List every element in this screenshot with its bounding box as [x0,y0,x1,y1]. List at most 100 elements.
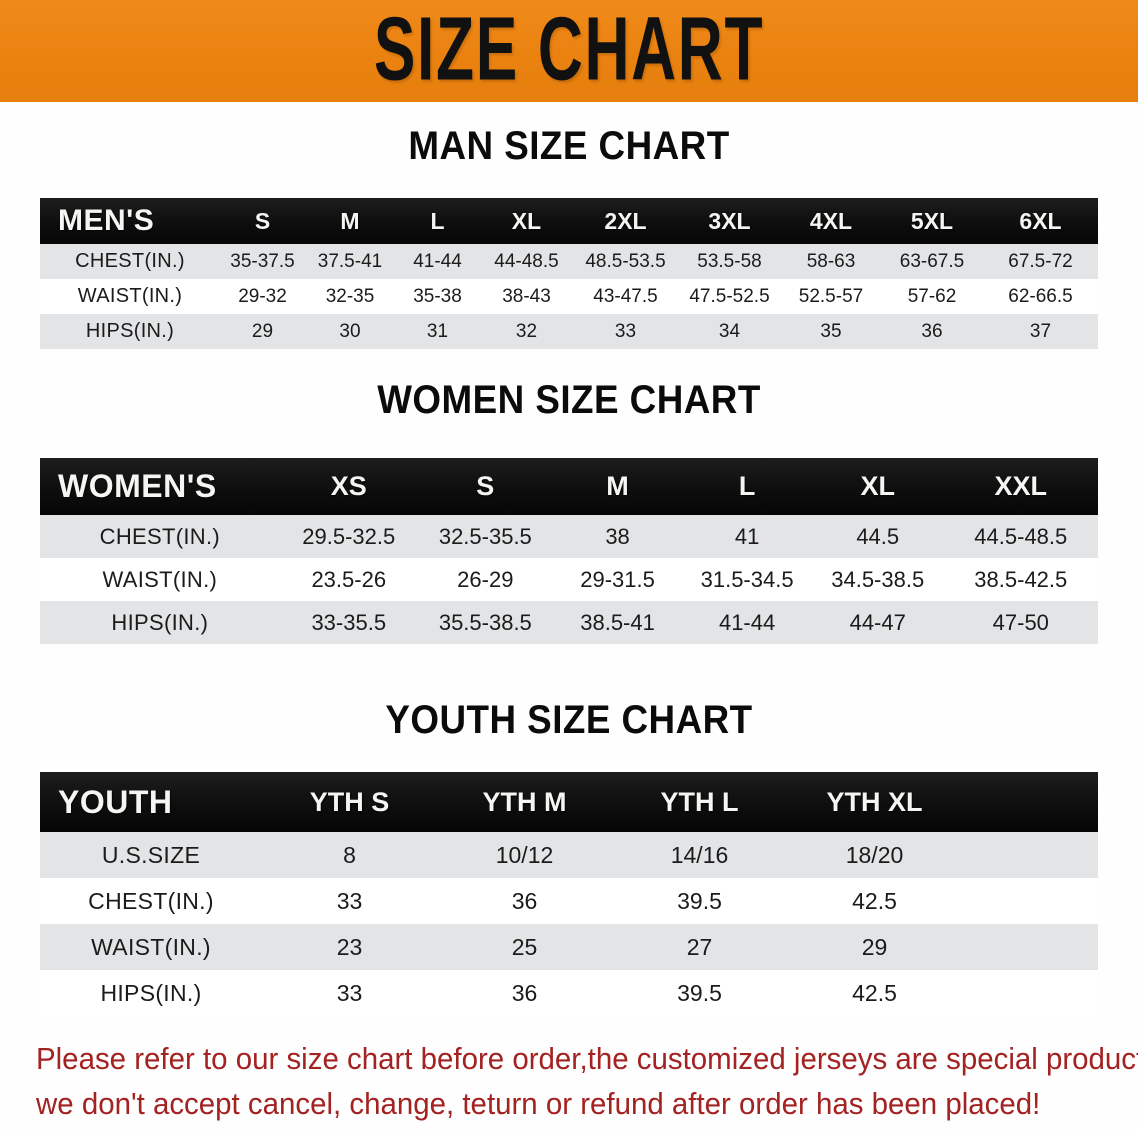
youth-row-label-4: HIPS(IN.) [100,979,202,1006]
table-row: WAIST(IN.) 29-32 32-35 35-38 38-43 43-47.5 47.… [40,279,1098,314]
man-cell-r2-c6: 47.5-52.5 [689,285,770,307]
table-row: HIPS(IN.) 29 30 31 32 33 34 35 36 37 [40,314,1098,349]
man-cell-r3-c2: 30 [339,320,361,342]
man-cell-r1-c3: 41-44 [413,250,462,272]
youth-cell-r4-c1: 33 [336,979,363,1006]
youth-cell-filler [962,924,1098,970]
man-cell-r1-c9: 67.5-72 [1008,250,1073,272]
youth-cell-r2-c2: 36 [511,887,538,914]
women-cell-r3-c3: 38.5-41 [580,609,655,635]
youth-cell-r1-c3: 14/16 [670,841,729,868]
women-column-header-5: XL [860,471,895,501]
youth-row-label-1: U.S.SIZE [101,841,201,868]
man-column-header-2: M [340,207,360,234]
man-table-head: MEN'S S M L XL 2XL 3XL 4XL 5XL 6XL [40,198,1098,244]
man-cell-r3-c7: 35 [820,320,842,342]
youth-row-label-2: CHEST(IN.) [88,887,214,914]
youth-cell-filler [962,878,1098,924]
women-column-header-2: S [476,471,495,501]
page-banner: SIZE CHART [0,0,1138,102]
women-cell-r1-c6: 44.5-48.5 [974,523,1068,549]
youth-header-filler [962,772,1098,832]
man-row-label-2: WAIST(IN.) [77,285,183,307]
youth-column-header-4: YTH XL [826,786,923,817]
man-cell-r3-c6: 34 [718,320,741,342]
man-column-header-5: 2XL [604,207,647,234]
women-corner-label: WOMEN'S [58,468,217,504]
youth-cell-r3-c2: 25 [511,933,538,960]
women-cell-r1-c4: 41 [734,523,760,549]
youth-corner-label: YOUTH [58,783,173,820]
youth-column-header-2: YTH M [482,786,567,817]
table-row: U.S.SIZE 8 10/12 14/16 18/20 [40,832,1098,878]
youth-cell-r1-c2: 10/12 [495,841,554,868]
women-cell-r1-c5: 44.5 [856,523,900,549]
man-cell-r1-c8: 63-67.5 [899,250,965,272]
man-cell-r1-c6: 53.5-58 [697,250,762,272]
table-row: WAIST(IN.) 23.5-26 26-29 29-31.5 31.5-34.5 34… [40,558,1098,601]
man-row-label-1: CHEST(IN.) [75,250,185,272]
youth-row-label-3: WAIST(IN.) [91,933,211,960]
man-table-body: CHEST(IN.) 35-37.5 37.5-41 41-44 44-48.5 48.5… [40,244,1098,349]
man-cell-r2-c8: 57-62 [907,285,957,307]
table-row: CHEST(IN.) 33 36 39.5 42.5 [40,878,1098,924]
youth-cell-r2-c1: 33 [336,887,363,914]
table-row: CHEST(IN.) 29.5-32.5 32.5-35.5 38 41 44.5 44.5… [40,515,1098,558]
man-column-header-3: L [430,207,445,234]
youth-table-head: YOUTH YTH S YTH M YTH L YTH XL [40,772,1098,832]
women-cell-r3-c5: 44-47 [849,609,906,635]
youth-table-body: U.S.SIZE 8 10/12 14/16 18/20 CHEST(IN.) 33 36 3… [40,832,1098,1016]
man-cell-r3-c3: 31 [426,320,449,342]
man-corner-label: MEN'S [58,204,155,237]
youth-section-title: YOUTH SIZE CHART [385,698,753,742]
footer-line-1: Please refer to our size chart before or… [36,1041,1138,1076]
footer-line-2: we don't accept cancel, change, teturn o… [36,1086,1041,1121]
man-cell-r3-c4: 32 [515,320,538,342]
man-cell-r2-c1: 29-32 [238,285,287,307]
man-column-header-6: 3XL [708,207,751,234]
women-column-header-3: M [606,471,629,501]
women-section-title: WOMEN SIZE CHART [377,378,761,422]
man-cell-r3-c9: 37 [1029,320,1052,342]
man-cell-r2-c7: 52.5-57 [798,285,864,307]
man-cell-r1-c5: 48.5-53.5 [585,250,666,272]
man-cell-r2-c9: 62-66.5 [1008,285,1073,307]
women-size-table: WOMEN'S XS S M L XL XXL CHEST(IN.) 29.5-32.5 32… [40,458,1098,644]
man-row-label-3: HIPS(IN.) [85,320,175,342]
youth-cell-r4-c2: 36 [511,979,538,1006]
women-cell-r3-c4: 41-44 [718,609,776,635]
women-cell-r2-c5: 34.5-38.5 [831,566,925,592]
man-cell-r3-c5: 33 [614,320,637,342]
youth-cell-r3-c4: 29 [861,933,888,960]
man-cell-r1-c7: 58-63 [806,250,856,272]
youth-column-header-3: YTH L [660,786,739,817]
women-cell-r2-c1: 23.5-26 [311,566,387,592]
man-section-title: MAN SIZE CHART [408,124,730,168]
women-table-head: WOMEN'S XS S M L XL XXL [40,458,1098,515]
footer-disclaimer: Please refer to our size chart before or… [36,1036,1138,1126]
man-cell-r2-c3: 35-38 [413,285,462,307]
table-row: WAIST(IN.) 23 25 27 29 [40,924,1098,970]
women-cell-r1-c2: 32.5-35.5 [438,523,532,549]
youth-cell-r3-c1: 23 [336,933,363,960]
man-cell-r3-c1: 29 [251,320,274,342]
women-column-header-6: XXL [994,471,1048,501]
man-column-header-8: 5XL [910,207,954,234]
man-column-header-9: 6XL [1019,207,1062,234]
youth-cell-r2-c3: 39.5 [677,887,722,914]
women-cell-r3-c6: 47-50 [992,609,1049,635]
man-column-header-7: 4XL [809,207,853,234]
youth-cell-r3-c3: 27 [686,933,713,960]
women-header-row: WOMEN'S XS S M L XL XXL [40,458,1098,515]
youth-cell-filler [962,970,1098,1016]
women-cell-r3-c2: 35.5-38.5 [438,609,532,635]
women-cell-r1-c1: 29.5-32.5 [302,523,396,549]
man-size-table: MEN'S S M L XL 2XL 3XL 4XL 5XL 6XL CHEST(IN.) 35-… [40,198,1098,349]
women-cell-r1-c3: 38 [605,523,630,549]
man-cell-r2-c5: 43-47.5 [593,285,658,307]
women-cell-r2-c3: 29-31.5 [580,566,655,592]
women-cell-r2-c4: 31.5-34.5 [700,566,794,592]
youth-size-table: YOUTH YTH S YTH M YTH L YTH XL U.S.SIZE 8 10/… [40,772,1098,1016]
man-column-header-4: XL [511,207,542,234]
